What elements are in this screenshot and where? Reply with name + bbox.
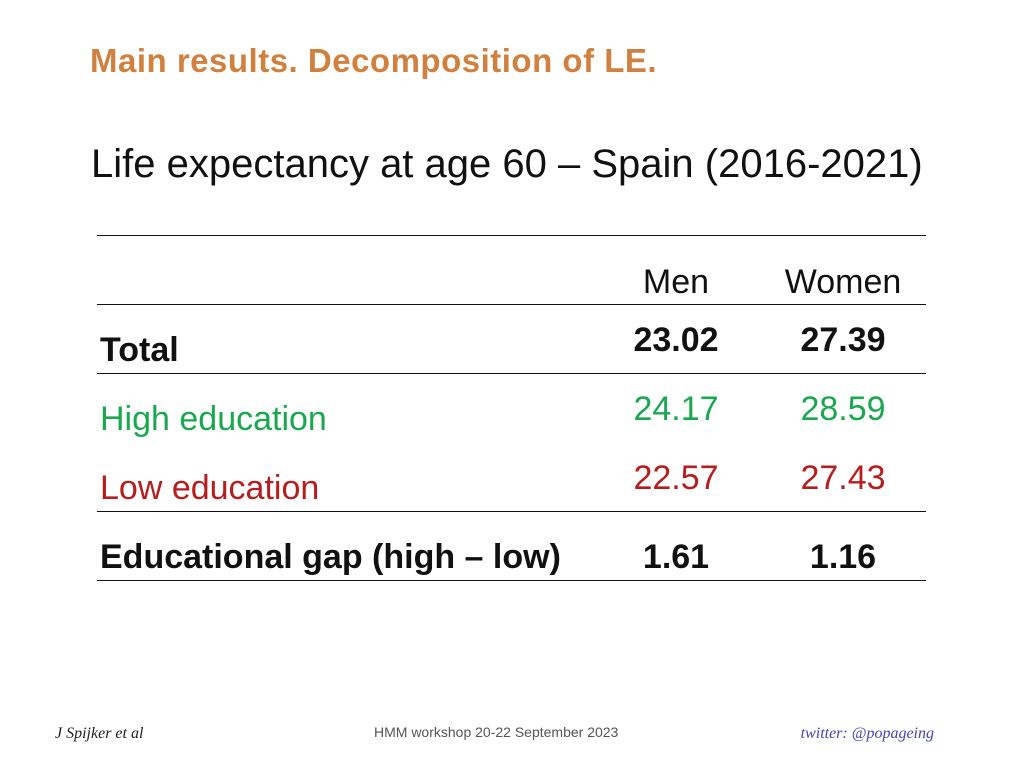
low-education-women-value: 27.43 <box>800 459 886 497</box>
low-education-men-value: 22.57 <box>633 459 719 497</box>
total-rule <box>97 373 926 374</box>
column-header-women: Women <box>784 263 902 301</box>
header-rule <box>97 304 926 305</box>
slide-subtitle: Life expectancy at age 60 – Spain (2016-… <box>91 142 923 186</box>
row-label-high-education: High education <box>100 400 327 438</box>
gap-women-value: 1.16 <box>809 538 877 576</box>
table-bottom-rule <box>97 580 926 581</box>
row-label-total: Total <box>100 331 179 369</box>
footer-author: J Spijker et al <box>55 725 144 742</box>
table-top-rule <box>97 235 926 236</box>
footer-event: HMM workshop 20-22 September 2023 <box>374 724 619 740</box>
high-education-women-value: 28.59 <box>800 390 886 428</box>
low-education-rule <box>97 511 926 512</box>
total-men-value: 23.02 <box>633 321 719 359</box>
slide-title: Main results. Decomposition of LE. <box>90 42 658 79</box>
row-label-low-education: Low education <box>100 469 320 507</box>
row-label-educational-gap: Educational gap (high – low) <box>100 538 561 576</box>
column-header-men: Men <box>642 263 710 301</box>
footer-twitter: twitter: @popageing <box>800 725 934 742</box>
total-women-value: 27.39 <box>800 321 886 359</box>
high-education-men-value: 24.17 <box>633 390 719 428</box>
gap-men-value: 1.61 <box>642 538 710 576</box>
